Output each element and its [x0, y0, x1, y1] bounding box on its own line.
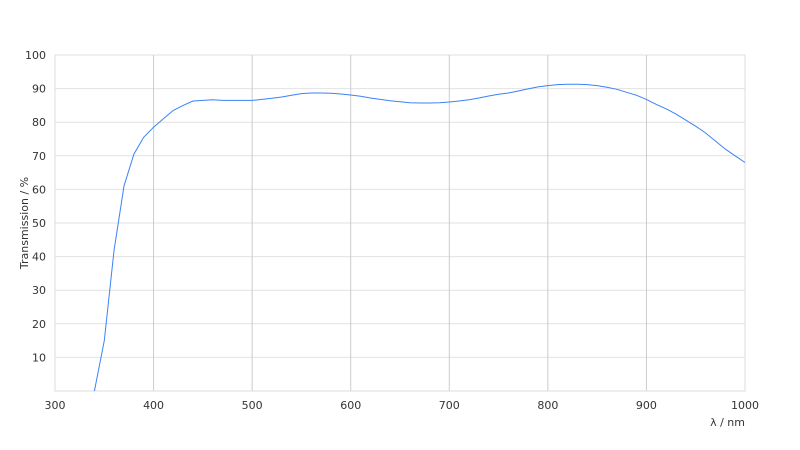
y-axis-label: Transmission / %	[18, 177, 31, 270]
y-tick-label: 100	[25, 49, 46, 62]
series-line	[93, 83, 746, 392]
y-tick-label: 30	[32, 284, 46, 297]
x-axis-label: λ / nm	[710, 416, 745, 429]
y-tick-label: 40	[32, 251, 46, 264]
x-tick-label: 600	[340, 399, 361, 412]
y-tick-label: 10	[32, 351, 46, 364]
x-tick-label: 700	[439, 399, 460, 412]
x-tick-label: 800	[537, 399, 558, 412]
x-tick-label: 300	[45, 399, 66, 412]
grid	[54, 54, 746, 392]
y-tick-label: 90	[32, 83, 46, 96]
x-tick-label: 900	[636, 399, 657, 412]
y-tick-label: 50	[32, 217, 46, 230]
x-tick-label: 1000	[731, 399, 759, 412]
tick-labels: 10 20 30 40 50 60 70 80 90 100 300 400 500 600 700 800 9…	[25, 49, 759, 412]
x-tick-label: 400	[143, 399, 164, 412]
y-tick-label: 20	[32, 318, 46, 331]
y-tick-label: 70	[32, 150, 46, 163]
y-tick-label: 60	[32, 183, 46, 196]
y-tick-label: 80	[32, 116, 46, 129]
x-tick-label: 500	[242, 399, 263, 412]
